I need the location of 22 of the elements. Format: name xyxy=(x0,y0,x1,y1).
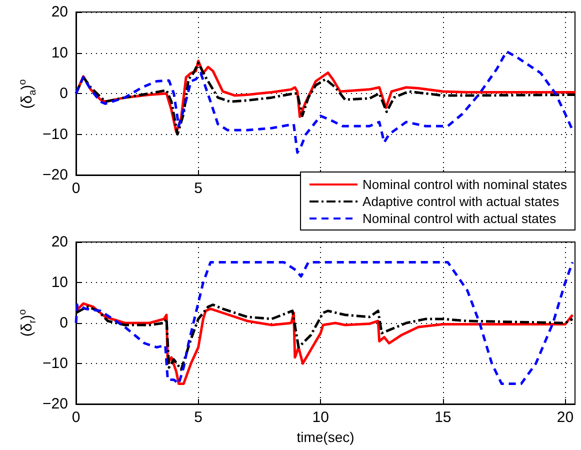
x-tick-label: 10 xyxy=(312,409,329,426)
y-tick-label: 20 xyxy=(51,234,68,250)
x-tick-label: 15 xyxy=(434,409,452,426)
y-tick-label: 0 xyxy=(60,85,68,102)
y-tick-label: −20 xyxy=(42,166,68,184)
y-tick-label: −20 xyxy=(42,396,68,412)
x-tick-label: 0 xyxy=(72,409,80,426)
legend-label: Adaptive control with actual states xyxy=(362,194,560,209)
x-axis-title: time(sec) xyxy=(296,429,354,445)
line-series xyxy=(74,50,574,154)
legend-label: Nominal control with nominal states xyxy=(362,177,568,192)
legend-label: Nominal control with actual states xyxy=(362,211,557,226)
y-tick-label: 10 xyxy=(51,44,68,62)
y-tick-label: 0 xyxy=(60,314,68,332)
y-tick-label: −10 xyxy=(42,355,68,372)
y-tick-label: 10 xyxy=(51,274,68,291)
x-tick-label: 5 xyxy=(194,180,202,197)
line-series xyxy=(74,261,574,385)
x-tick-label: 5 xyxy=(194,409,202,426)
x-tick-label: 20 xyxy=(556,409,574,426)
y-tick-label: −10 xyxy=(42,126,68,143)
y-tick-label: 20 xyxy=(51,4,68,20)
